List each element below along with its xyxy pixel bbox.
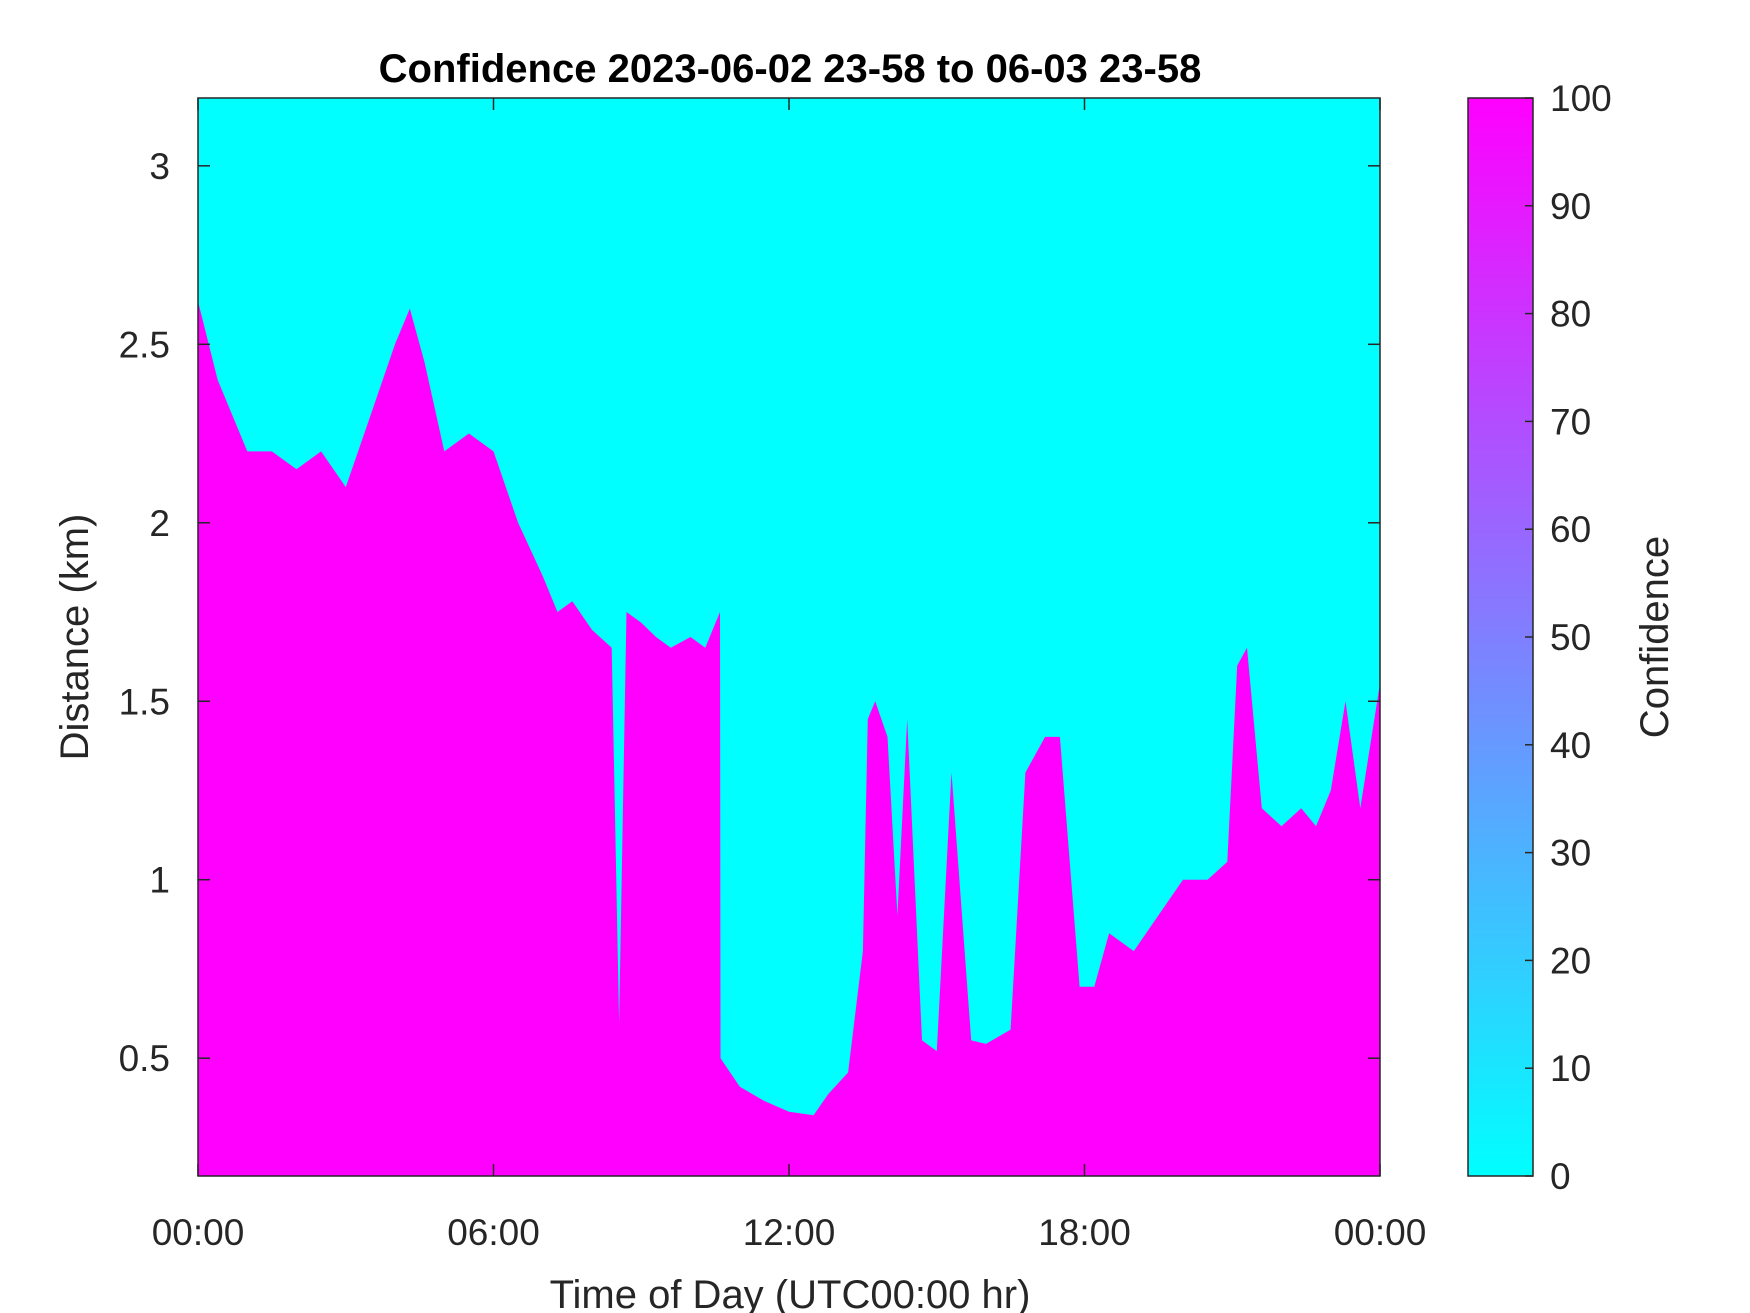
chart-title: Confidence 2023-06-02 23-58 to 06-03 23-… [379, 47, 1202, 91]
colorbar-tick-label: 40 [1550, 725, 1591, 766]
y-axis-ticks: 0.5 1 1.5 2 2.5 3 [119, 146, 1380, 1079]
y-axis-label: Distance (km) [53, 514, 97, 761]
colorbar-tick-label: 70 [1550, 401, 1591, 442]
x-tick-label: 12:00 [743, 1212, 836, 1253]
x-axis-label: Time of Day (UTC00:00 hr) [550, 1273, 1031, 1313]
colorbar-ticks: 0 10 20 30 40 50 60 70 80 90 100 [1525, 78, 1612, 1197]
y-tick-label: 1 [149, 860, 170, 901]
colorbar-tick-label: 80 [1550, 294, 1591, 335]
colorbar-tick-label: 10 [1550, 1048, 1591, 1089]
colorbar-gradient [1467, 97, 1534, 1177]
colorbar: 0 10 20 30 40 50 60 70 80 90 100 Confidence [1467, 78, 1677, 1197]
x-tick-label: 00:00 [152, 1212, 245, 1253]
y-tick-label: 0.5 [119, 1038, 170, 1079]
y-tick-label: 3 [149, 146, 170, 187]
plot-area [197, 97, 1381, 1177]
colorbar-tick-label: 50 [1550, 617, 1591, 658]
y-tick-label: 1.5 [119, 681, 170, 722]
x-tick-label: 18:00 [1038, 1212, 1131, 1253]
x-axis-ticks: 00:00 06:00 12:00 18:00 00:00 [152, 98, 1427, 1253]
colorbar-tick-label: 90 [1550, 186, 1591, 227]
y-tick-label: 2.5 [119, 324, 170, 365]
x-tick-label: 06:00 [447, 1212, 540, 1253]
y-tick-label: 2 [149, 503, 170, 544]
colorbar-tick-label: 30 [1550, 833, 1591, 874]
colorbar-tick-label: 0 [1550, 1156, 1571, 1197]
colorbar-tick-label: 20 [1550, 940, 1591, 981]
high-confidence-region [198, 301, 1380, 1176]
x-tick-label: 00:00 [1334, 1212, 1427, 1253]
colorbar-label: Confidence [1633, 536, 1677, 738]
colorbar-tick-label: 60 [1550, 509, 1591, 550]
colorbar-tick-label: 100 [1550, 78, 1612, 119]
